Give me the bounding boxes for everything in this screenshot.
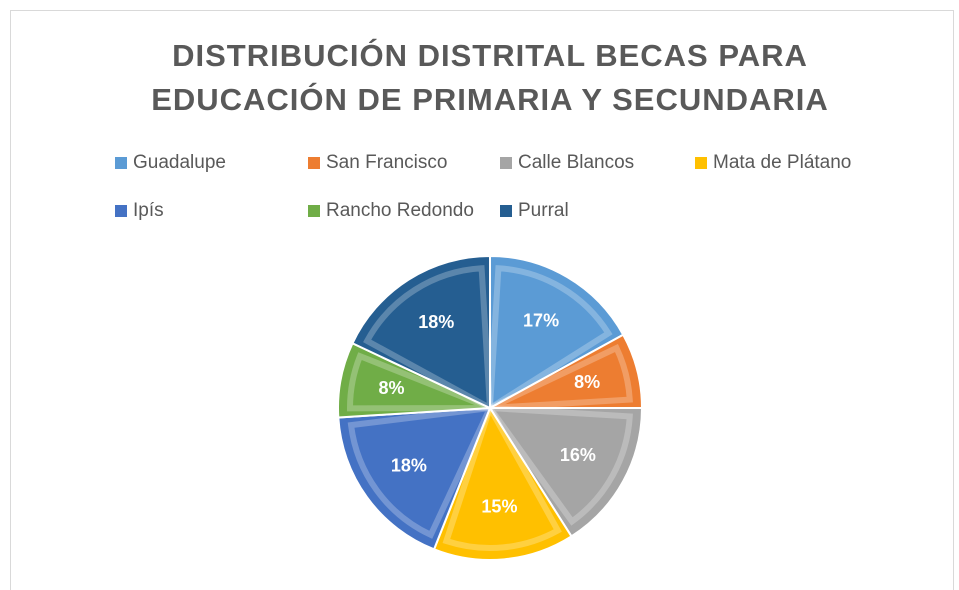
legend-label: San Francisco (326, 152, 447, 173)
pie-slice (488, 407, 644, 538)
legend-swatch (308, 157, 320, 169)
legend-swatch (115, 205, 127, 217)
slice-bevel (347, 352, 492, 412)
slice-bevel (483, 404, 633, 526)
legend-swatch (500, 205, 512, 217)
slice-bevel (486, 265, 613, 414)
pie-slice (351, 254, 491, 410)
legend-label: Purral (518, 200, 569, 221)
data-label: 8% (378, 378, 404, 398)
data-label: 17% (523, 310, 559, 330)
legend-label: Mata de Plátano (713, 152, 851, 173)
chart-title: DISTRIBUCIÓN DISTRITAL BECAS PARA EDUCAC… (151, 38, 829, 117)
slice-bevel (363, 265, 494, 414)
legend-label: Ipís (133, 200, 164, 221)
pie-slice (489, 254, 625, 410)
data-label: 18% (418, 312, 454, 332)
slice-bevel (347, 404, 496, 539)
legend-swatch (695, 157, 707, 169)
legend-label: Calle Blancos (518, 152, 634, 173)
data-label: 15% (481, 497, 517, 517)
slice-bevel (442, 400, 562, 551)
data-label: 18% (391, 456, 427, 476)
legend-swatch (308, 205, 320, 217)
legend-label: Guadalupe (133, 152, 226, 173)
slice-bevel (488, 344, 633, 411)
legend-label: Rancho Redondo (326, 200, 474, 221)
data-label: 8% (574, 372, 600, 392)
chart-frame (10, 10, 954, 590)
data-label: 16% (560, 445, 596, 465)
legend-swatch (115, 157, 127, 169)
legend-swatch (500, 157, 512, 169)
pie-slice (337, 406, 492, 551)
pie-slice (432, 405, 573, 561)
